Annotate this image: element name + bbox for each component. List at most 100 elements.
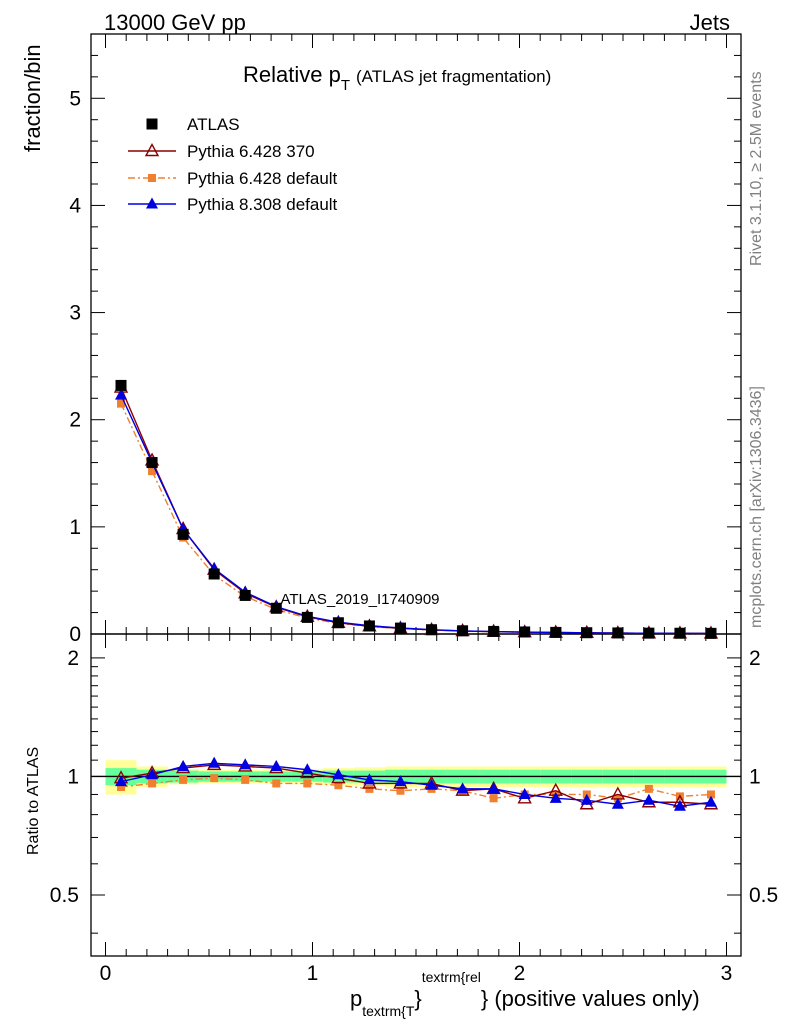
ratio-point-pythia-8-308-default bbox=[239, 758, 252, 770]
legend-label-pythia-6-428-default: Pythia 6.428 default bbox=[187, 169, 338, 188]
ratio-point-pythia-8-308-default bbox=[611, 797, 624, 809]
ratio-point-pythia-8-308-default bbox=[704, 795, 717, 807]
y-tick-label: 4 bbox=[69, 194, 81, 217]
data-point-atlas bbox=[301, 611, 313, 623]
ratio-point-pythia-6-428-default bbox=[489, 794, 498, 803]
data-point-atlas bbox=[674, 627, 686, 639]
ratio-point-pythia-8-308-default bbox=[487, 782, 500, 794]
ratio-point-pythia-8-308-default bbox=[208, 756, 221, 768]
data-point-atlas bbox=[177, 528, 189, 540]
x-axis-label-p: p bbox=[350, 986, 362, 1011]
rivet-label: Rivet 3.1.10, ≥ 2.5M events bbox=[748, 71, 765, 266]
plot-title-sub: T bbox=[341, 77, 350, 94]
ratio-point-pythia-8-308-default bbox=[270, 759, 283, 771]
ratio-plot-frame bbox=[90, 633, 742, 957]
ratio-y-tick-label: 0.5 bbox=[50, 884, 79, 907]
y-axis-label: fraction/bin bbox=[20, 44, 45, 152]
data-point-atlas bbox=[612, 627, 624, 639]
ratio-point-pythia-6-428-default bbox=[117, 783, 126, 792]
x-tick-label: 0 bbox=[100, 962, 112, 985]
x-axis-label: ptextrm{T}textrm{rel} (positive values o… bbox=[350, 969, 700, 1019]
ratio-point-pythia-8-308-default bbox=[425, 778, 438, 790]
y-tick-label: 0 bbox=[69, 623, 81, 646]
ratio-y-tick-label: 1 bbox=[67, 765, 79, 788]
ratio-point-pythia-6-428-default bbox=[396, 786, 405, 795]
x-axis-label-sup: textrm{rel bbox=[422, 969, 481, 985]
legend-label-pythia-6-428-370: Pythia 6.428 370 bbox=[187, 142, 315, 161]
ratio-point-pythia-6-428-default bbox=[303, 779, 312, 788]
ratio-point-pythia-6-428-default bbox=[148, 779, 157, 788]
ratio-line-pythia-6-428-default bbox=[120, 777, 712, 800]
ratio-point-pythia-8-308-default bbox=[456, 782, 469, 794]
ratio-point-pythia-6-428-default bbox=[210, 774, 219, 783]
main-series bbox=[113, 379, 719, 639]
ratio-point-pythia-8-308-default bbox=[301, 763, 314, 775]
data-point-atlas bbox=[270, 602, 282, 614]
y-tick-label: 5 bbox=[69, 87, 81, 110]
ratio-y-tick-label-right: 0.5 bbox=[749, 884, 778, 907]
legend-marker-atlas bbox=[146, 118, 158, 130]
data-point-atlas bbox=[488, 625, 500, 637]
data-point-atlas bbox=[332, 617, 344, 629]
legend-label-atlas: ATLAS bbox=[187, 115, 240, 134]
y-tick-label: 3 bbox=[69, 302, 81, 325]
data-point-atlas bbox=[208, 568, 220, 580]
axes: 0 1 2 3 0 1 2 3 4 5 0.5 0.5 1 1 2 2 bbox=[50, 33, 778, 985]
ratio-point-pythia-6-428-default bbox=[644, 784, 653, 793]
ratio-point-pythia-8-308-default bbox=[177, 759, 190, 771]
plot-title-suffix: (ATLAS jet fragmentation) bbox=[356, 67, 551, 86]
data-point-atlas bbox=[519, 626, 531, 638]
plot-title-main: Relative p bbox=[243, 62, 341, 87]
data-point-pythia-8-308-default bbox=[115, 388, 128, 400]
data-point-atlas bbox=[394, 622, 406, 634]
ratio-point-pythia-6-428-default bbox=[272, 779, 281, 788]
ratio-point-pythia-8-308-default bbox=[673, 799, 686, 811]
ratio-point-pythia-6-428-default bbox=[334, 781, 343, 790]
data-point-atlas bbox=[705, 627, 717, 639]
ratio-point-pythia-8-308-default bbox=[518, 787, 531, 799]
data-point-atlas bbox=[146, 457, 158, 469]
legend-marker-pythia-6-428-default bbox=[148, 174, 156, 182]
data-point-atlas bbox=[643, 627, 655, 639]
y-tick-label: 2 bbox=[69, 409, 81, 432]
ratio-y-tick-label-right: 2 bbox=[749, 647, 761, 670]
legend: ATLAS Pythia 6.428 370 Pythia 6.428 defaul… bbox=[128, 115, 338, 214]
data-point-atlas bbox=[239, 589, 251, 601]
header-left: 13000 GeV pp bbox=[104, 10, 246, 35]
ratio-y-tick-label-right: 1 bbox=[749, 765, 761, 788]
legend-label-pythia-8-308-default: Pythia 8.308 default bbox=[187, 195, 338, 214]
ratio-point-pythia-8-308-default bbox=[115, 775, 128, 787]
ratio-point-pythia-6-428-default bbox=[179, 775, 188, 784]
ratio-series bbox=[113, 756, 719, 811]
x-tick-label: 2 bbox=[514, 962, 526, 985]
x-axis-label-sub: textrm{T bbox=[362, 1003, 415, 1019]
ratio-y-tick-label: 2 bbox=[67, 647, 79, 670]
ratio-point-pythia-6-428-default bbox=[706, 790, 715, 799]
legend-marker-pythia-8-308-default bbox=[146, 197, 158, 209]
x-axis-label-brace: } bbox=[414, 986, 421, 1011]
data-point-atlas bbox=[581, 627, 593, 639]
data-point-atlas bbox=[457, 625, 469, 637]
x-tick-label: 1 bbox=[307, 962, 319, 985]
ratio-point-pythia-8-308-default bbox=[332, 768, 345, 780]
ratio-line-pythia-8-308-default bbox=[120, 762, 712, 807]
header-right: Jets bbox=[690, 10, 730, 35]
ratio-point-pythia-6-428-default bbox=[241, 775, 250, 784]
ratio-point-pythia-8-308-default bbox=[549, 791, 562, 803]
legend-marker-pythia-6-428-370 bbox=[144, 143, 160, 157]
data-point-pythia-6-428-default bbox=[117, 399, 126, 408]
ratio-point-pythia-8-308-default bbox=[642, 793, 655, 805]
plot-title: Relative pT (ATLAS jet fragmentation) bbox=[243, 62, 551, 94]
data-point-atlas bbox=[550, 626, 562, 638]
x-tick-label: 3 bbox=[721, 962, 733, 985]
ratio-point-pythia-8-308-default bbox=[146, 768, 159, 780]
analysis-watermark: ATLAS_2019_I1740909 bbox=[280, 591, 439, 608]
data-point-atlas bbox=[363, 620, 375, 632]
mcplots-label: mcplots.cern.ch [arXiv:1306.3436] bbox=[748, 386, 765, 628]
y-tick-label: 1 bbox=[69, 516, 81, 539]
ratio-point-pythia-6-428-default bbox=[365, 784, 374, 793]
data-point-atlas bbox=[115, 379, 127, 391]
ratio-point-pythia-8-308-default bbox=[394, 775, 407, 787]
ratio-point-pythia-8-308-default bbox=[363, 773, 376, 785]
